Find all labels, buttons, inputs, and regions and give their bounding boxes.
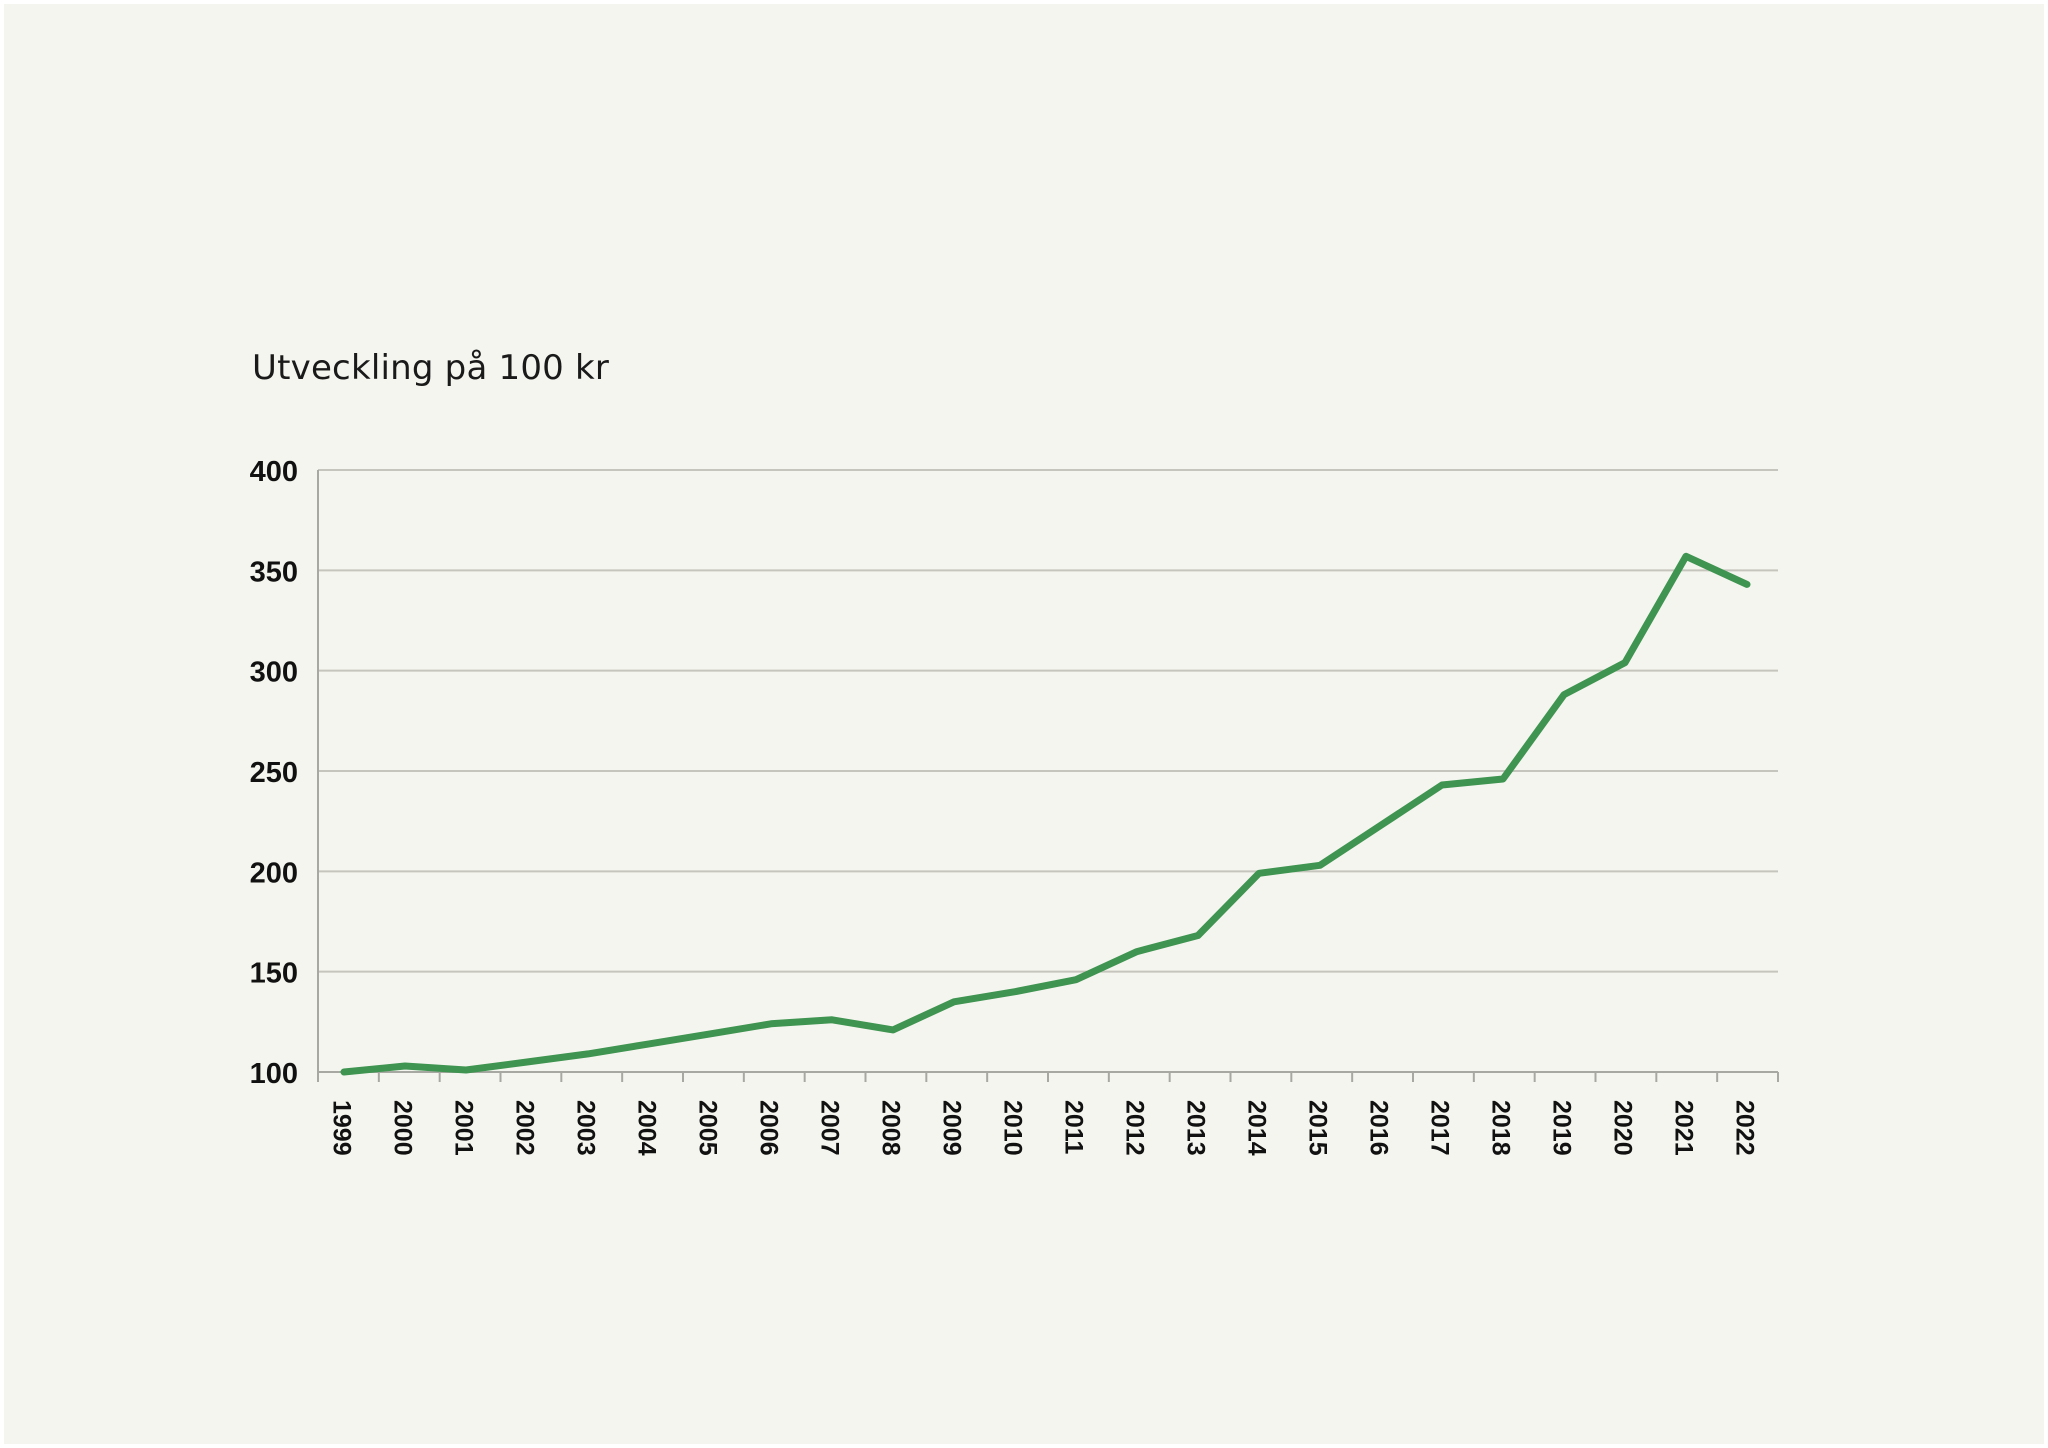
x-tick-label: 2014 xyxy=(1242,1100,1270,1156)
x-tick-label: 2010 xyxy=(998,1100,1026,1156)
x-tick-label: 2007 xyxy=(815,1100,843,1156)
x-tick-label: 2003 xyxy=(571,1100,599,1156)
x-tick-label: 2013 xyxy=(1181,1100,1209,1156)
series-layer xyxy=(340,552,1751,1076)
axes xyxy=(317,470,1779,1082)
x-tick-label: 2018 xyxy=(1486,1100,1514,1156)
y-axis-ticks: 100 150 200 250 300 350 400 xyxy=(250,456,298,1090)
x-tick-label: 2005 xyxy=(693,1100,721,1156)
series-line-0 xyxy=(340,552,1751,1076)
x-tick-label: 2009 xyxy=(937,1100,965,1156)
gridlines xyxy=(318,469,1778,973)
x-tick-label: 2017 xyxy=(1425,1100,1453,1156)
y-tick-label: 100 xyxy=(250,1058,298,1090)
y-tick-label: 250 xyxy=(250,757,298,789)
y-tick-label: 350 xyxy=(250,556,298,588)
x-tick-label: 2002 xyxy=(510,1100,538,1156)
x-tick-label: 2020 xyxy=(1608,1100,1636,1156)
y-tick-label: 400 xyxy=(250,456,298,488)
x-tick-label: 2012 xyxy=(1120,1100,1148,1156)
x-tick-label: 2015 xyxy=(1303,1100,1331,1156)
x-tick-label: 2001 xyxy=(449,1100,477,1156)
chart-title: Utveckling på 100 kr xyxy=(252,348,610,388)
x-tick-label: 2011 xyxy=(1059,1100,1087,1154)
x-tick-label: 2004 xyxy=(632,1100,660,1156)
x-tick-label: 2022 xyxy=(1730,1100,1758,1156)
x-tick-label: 2016 xyxy=(1364,1100,1392,1156)
x-tick-label: 2021 xyxy=(1669,1100,1697,1156)
x-axis-ticks: 1999 2000 2001 2002 2003 2004 2005 2006 2007 2008… xyxy=(327,1100,1758,1156)
y-tick-label: 300 xyxy=(250,657,298,689)
x-tick-label: 1999 xyxy=(327,1100,355,1156)
x-tick-label: 2000 xyxy=(388,1100,416,1156)
y-tick-label: 150 xyxy=(250,958,298,990)
x-tick-label: 2006 xyxy=(754,1100,782,1156)
x-tick-label: 2008 xyxy=(876,1100,904,1156)
x-tick-label: 2019 xyxy=(1547,1100,1575,1156)
y-tick-label: 200 xyxy=(250,857,298,889)
page-background: Utveckling på 100 kr xyxy=(4,4,2044,1444)
